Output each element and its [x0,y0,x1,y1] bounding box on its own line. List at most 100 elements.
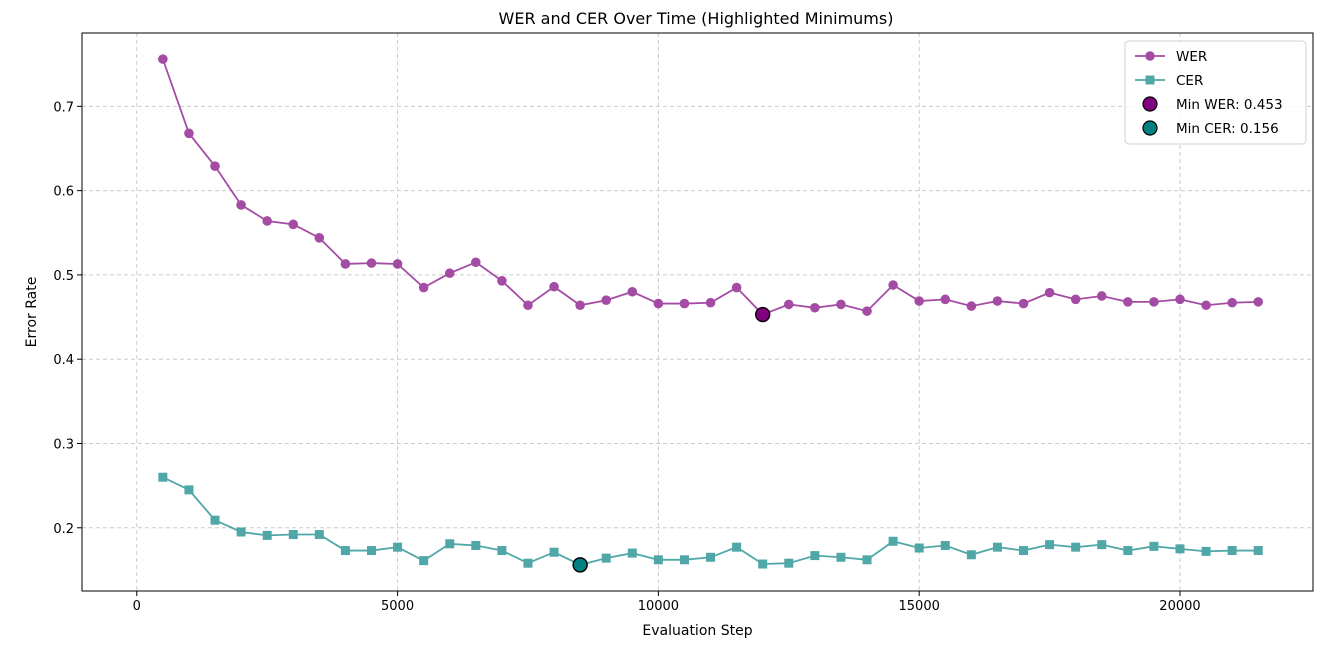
cer-point [236,527,246,537]
legend-label: Min WER: 0.453 [1176,97,1283,113]
cer-point [940,540,950,550]
wer-point [184,128,194,139]
wer-point [679,298,690,309]
legend-entry-min-wer: Min WER: 0.453 [1142,96,1283,113]
cer-point [706,552,716,562]
x-tick-label: 15000 [899,599,940,614]
ticks: 0 5000 10000 15000 20000 0.2 0.3 0.4 0.5 0.6 0.7 [53,100,1200,614]
x-tick-label: 0 [133,599,141,614]
wer-line [162,58,1259,316]
wer-point [392,259,403,269]
grid [82,33,1313,591]
cer-point [1201,546,1211,556]
cer-point [1253,546,1263,556]
cer-point [523,558,533,568]
wer-point [810,302,820,313]
wer-point [1044,287,1055,298]
y-tick-label: 0.4 [53,353,74,368]
wer-point [783,299,794,310]
min-wer-marker [755,306,771,323]
y-tick-label: 0.7 [53,100,74,115]
legend-entry-min-cer: Min CER: 0.156 [1142,120,1279,137]
wer-point [444,268,455,279]
cer-point [210,515,220,525]
wer-point [914,296,924,306]
legend-box [1124,40,1307,145]
cer-point [184,485,194,495]
cer-point [1045,540,1055,550]
legend-label: WER [1176,49,1207,65]
chart-title: WER and CER Over Time (Highlighted Minim… [499,9,894,28]
x-tick-label: 20000 [1159,599,1200,614]
wer-series [158,54,1264,320]
min-cer-marker [572,557,588,573]
wer-point [653,298,664,309]
legend-swatch-marker [1145,51,1155,61]
legend-entry-wer: WER [1135,49,1207,65]
legend-entry-cer: CER [1135,73,1203,89]
wer-point [262,216,272,226]
cer-point [393,542,403,552]
cer-point [862,555,872,565]
wer-point [288,219,299,230]
legend-swatch [1142,120,1158,136]
wer-point [966,301,977,311]
cer-point [549,547,559,557]
cer-point [1123,546,1133,556]
cer-point [784,558,794,568]
cer-point [419,556,429,566]
wer-point [1096,291,1107,301]
cer-point [1071,542,1081,552]
wer-point [1201,300,1211,311]
wer-point [940,294,951,305]
cer-point [1097,540,1107,550]
cer-point [366,546,376,556]
legend-label: CER [1176,73,1203,89]
wer-point [705,297,716,308]
wer-point [862,306,872,316]
wer-point [366,258,377,268]
y-tick-label: 0.2 [53,522,74,537]
x-tick-label: 5000 [381,599,414,614]
wer-point [1018,298,1029,309]
cer-point [992,542,1002,552]
wer-point [471,257,481,268]
cer-point [158,472,168,482]
wer-point [1070,294,1081,305]
y-tick-label: 0.5 [53,269,74,284]
cer-point [836,552,846,562]
cer-point [1175,544,1185,554]
series-layer [158,54,1264,573]
wer-point [497,276,507,286]
wer-point [836,299,846,310]
wer-point [888,280,898,290]
cer-point [497,546,507,556]
cer-point [1019,546,1029,556]
wer-point [158,54,168,64]
wer-point [418,282,429,293]
x-tick-label: 10000 [638,599,679,614]
cer-point [810,551,820,561]
cer-point [340,546,350,556]
legend-swatch [1135,75,1165,85]
cer-point [601,553,611,563]
cer-point [653,555,663,565]
legend-label: Min CER: 0.156 [1176,121,1279,137]
cer-point [627,548,637,558]
wer-point [992,296,1003,306]
legend-swatch [1135,51,1165,61]
plot-frame [81,32,1314,592]
cer-point [888,536,898,546]
cer-point [914,543,924,553]
cer-point [732,542,742,552]
y-axis-label: Error Rate [24,277,40,348]
cer-point [262,530,272,540]
wer-point [575,300,585,311]
wer-point [601,295,612,305]
x-axis-label: Evaluation Step [642,623,752,639]
wer-point [1227,297,1237,308]
cer-line [162,476,1259,566]
wer-point [236,200,246,210]
y-tick-label: 0.3 [53,437,74,452]
